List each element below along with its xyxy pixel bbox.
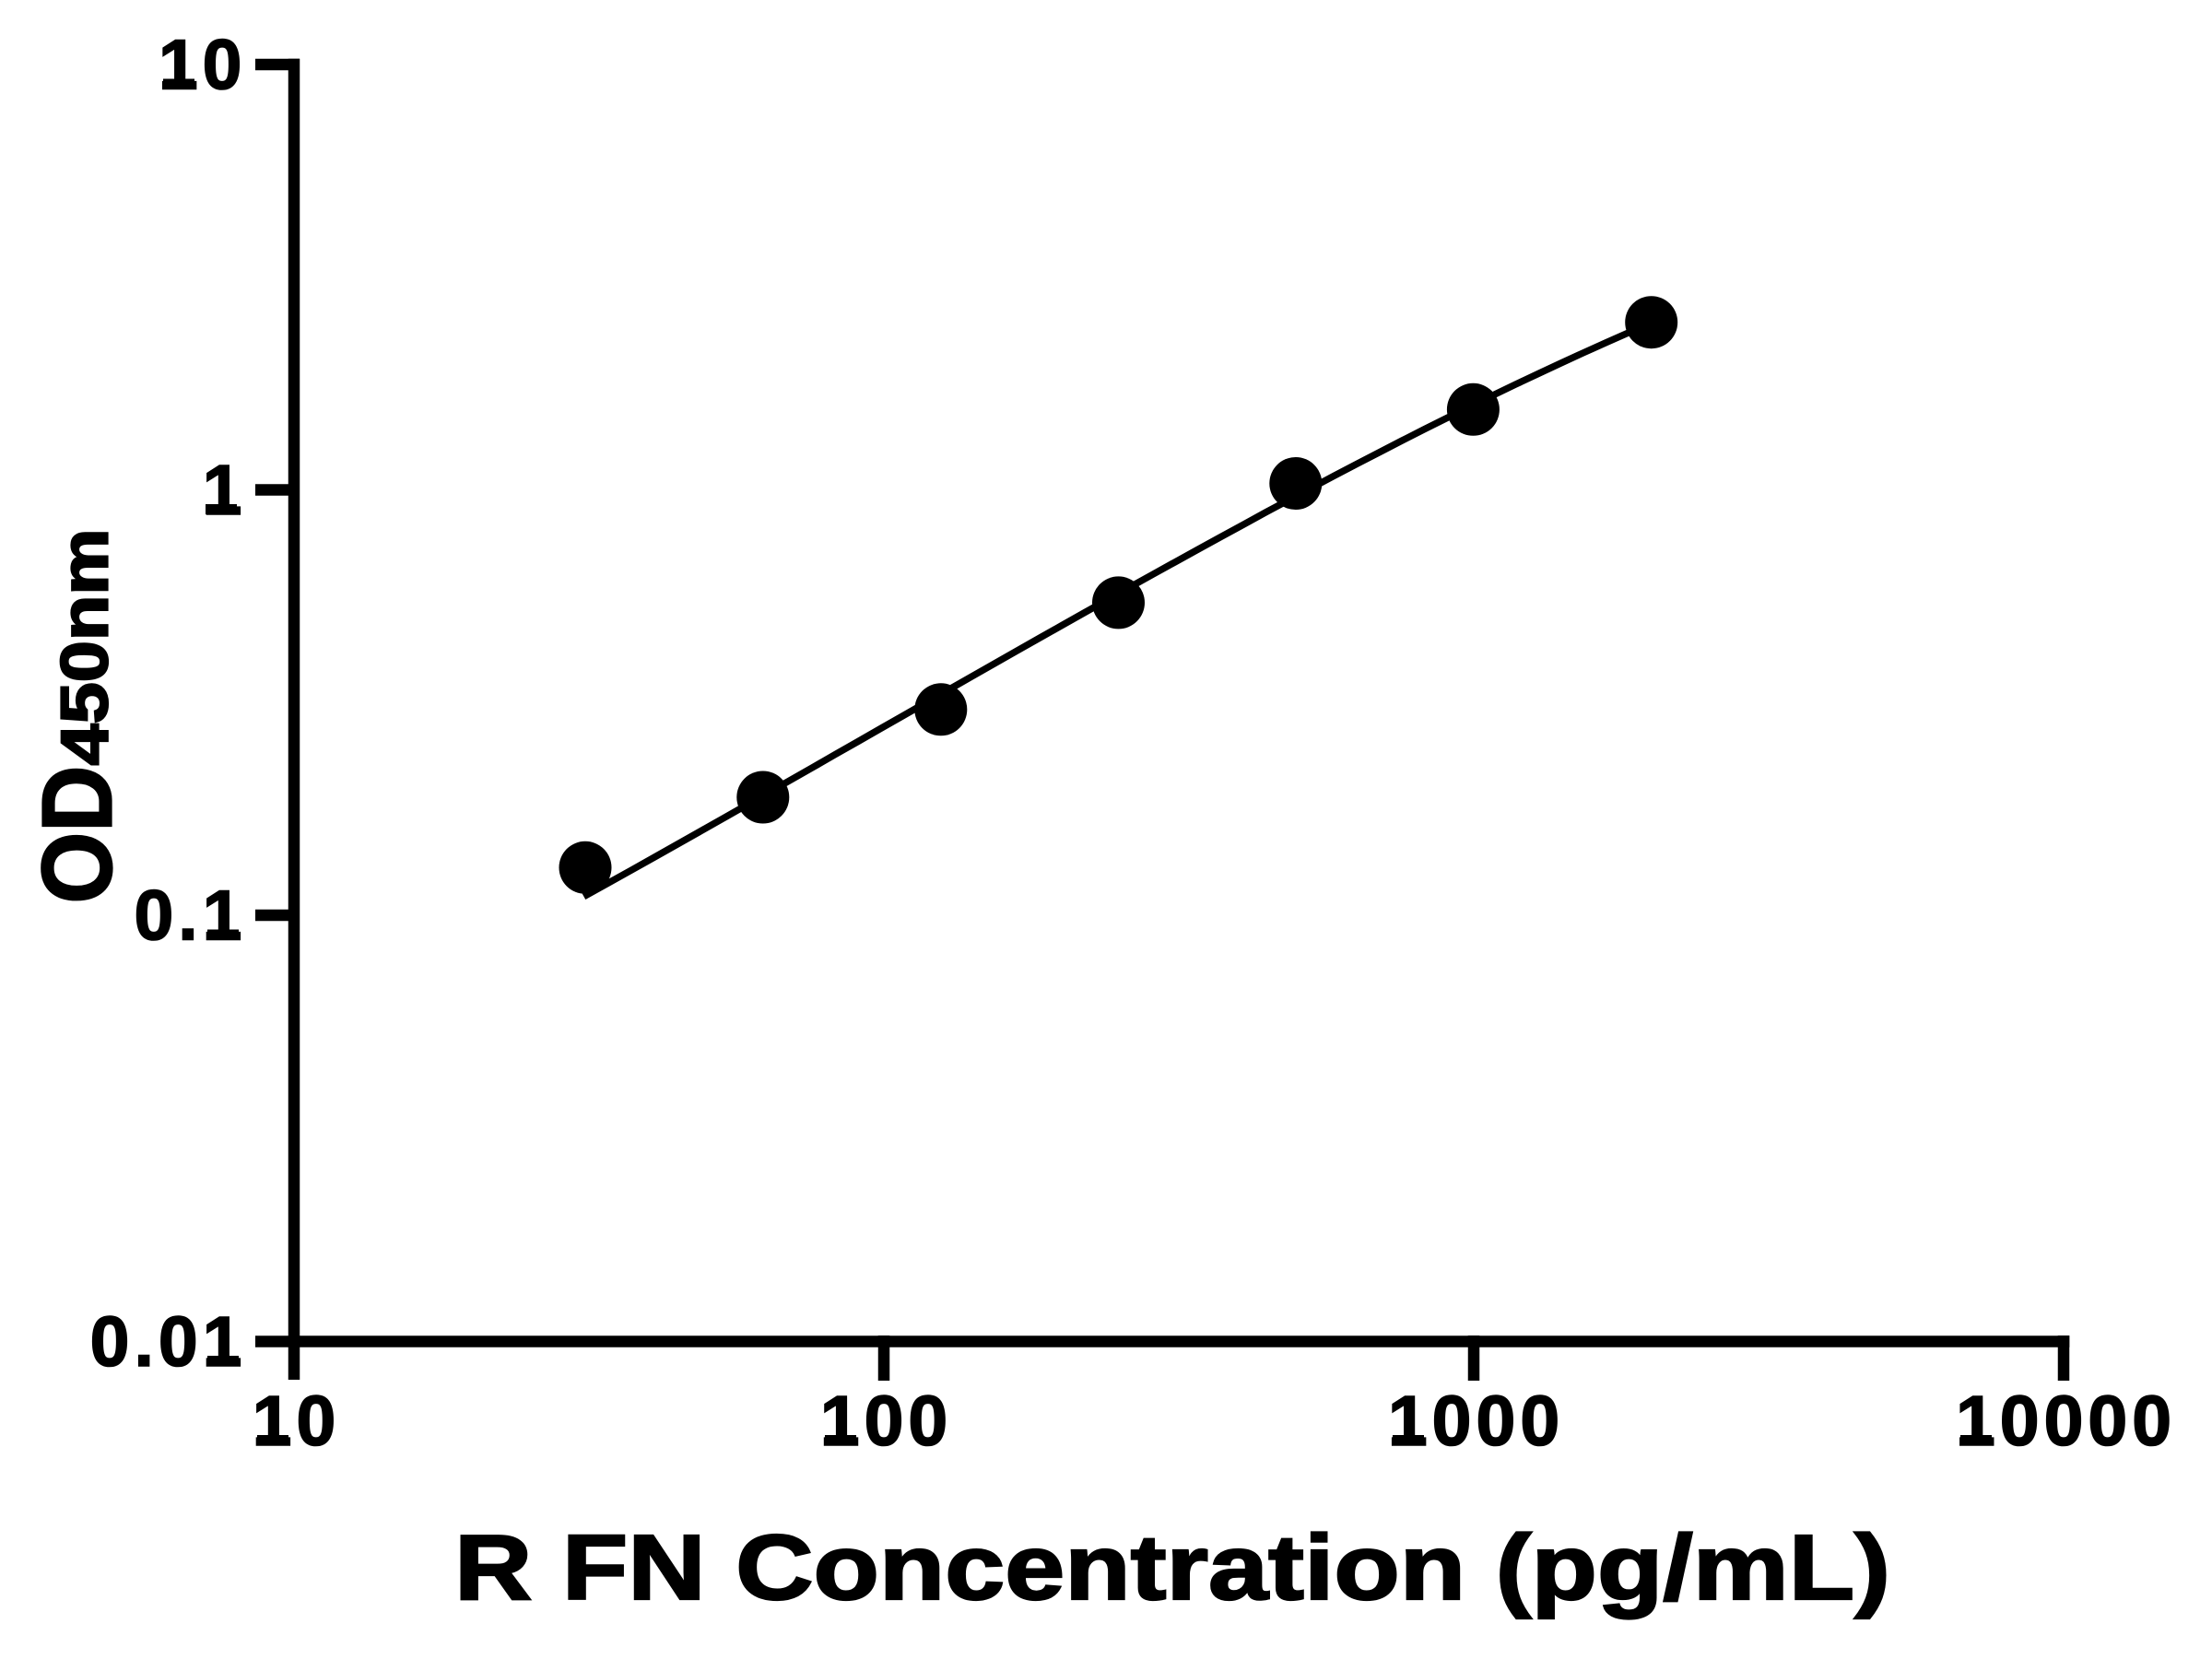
svg-text:OD450nm: OD450nm	[20, 529, 132, 904]
svg-text:100: 100	[820, 1382, 952, 1461]
svg-text:0.01: 0.01	[90, 1302, 247, 1382]
svg-text:10000: 10000	[1956, 1382, 2176, 1461]
svg-text:1: 1	[203, 451, 247, 530]
svg-text:0.1: 0.1	[134, 877, 246, 956]
svg-text:10: 10	[159, 26, 247, 105]
svg-text:10: 10	[253, 1382, 341, 1461]
svg-text:1000: 1000	[1388, 1382, 1564, 1461]
svg-text:R FN Concentration (pg/mL): R FN Concentration (pg/mL)	[454, 1516, 1890, 1619]
